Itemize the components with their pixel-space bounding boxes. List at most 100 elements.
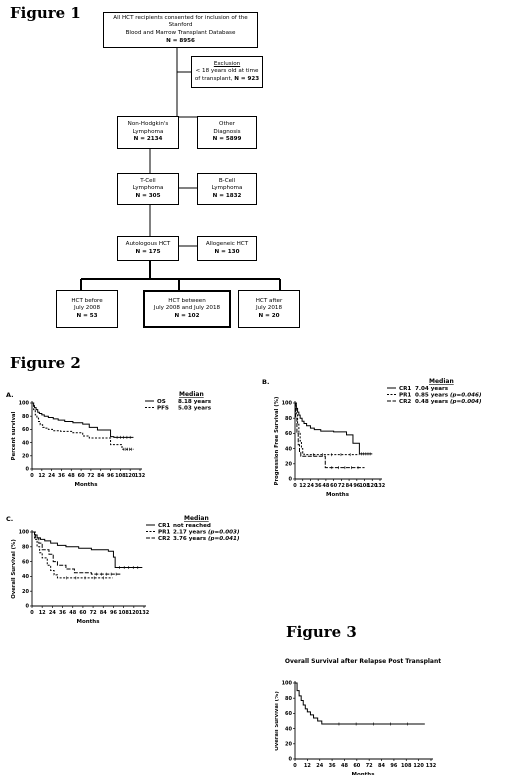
- hct-before-line1: HCT before: [71, 297, 103, 304]
- legend-median-text: 5.03 years: [178, 406, 212, 412]
- legend-series-name: CR1: [399, 386, 411, 392]
- hct-after-count: N = 20: [258, 312, 280, 319]
- t-cell-count: N = 305: [135, 192, 161, 199]
- x-tick-label: 48: [322, 483, 329, 489]
- x-tick-label: 60: [353, 763, 360, 769]
- chart-title: Overall Survival after Relapse Post Tran…: [285, 658, 441, 665]
- y-tick-label: 0: [289, 757, 293, 763]
- autologous-count: N = 175: [135, 248, 161, 255]
- x-tick-label: 12: [38, 473, 45, 479]
- legend-title: Median: [179, 391, 204, 398]
- legend-title: Median: [429, 378, 454, 385]
- x-tick-label: 12: [304, 763, 311, 769]
- hct-after-line2: July 2018: [255, 305, 283, 312]
- legend-title: Median: [184, 515, 209, 522]
- other-line2: Diagnosis: [213, 128, 241, 135]
- chart-relapse-os: Overall Survival after Relapse Post Tran…: [275, 658, 441, 775]
- hct-between-line2: July 2008 and July 2018: [153, 305, 221, 312]
- series-line-cr2: [32, 531, 122, 575]
- exclusion-count: N = 923: [234, 75, 260, 82]
- all-recipients-line2: Blood and Marrow Transplant Database: [125, 30, 236, 36]
- legend-median-text: not reached: [173, 523, 211, 529]
- t-cell-line2: Lymphoma: [132, 185, 164, 192]
- x-tick-label: 84: [100, 610, 107, 616]
- hct-before-count: N = 53: [76, 312, 98, 319]
- x-tick-label: 132: [135, 473, 146, 479]
- series-line-os: [32, 402, 134, 438]
- legend-p-value: (p=0.046): [450, 393, 482, 399]
- legend-series-name: CR1: [158, 523, 170, 529]
- x-tick-label: 0: [293, 483, 297, 489]
- legend-median-value: 5.03 years: [178, 406, 212, 412]
- x-tick-label: 12: [299, 483, 306, 489]
- x-tick-label: 0: [30, 610, 34, 616]
- t-cell-box: T-Cell Lymphoma N = 305: [117, 173, 179, 205]
- x-tick-label: 36: [315, 483, 322, 489]
- legend-series-name: PR1: [399, 393, 411, 399]
- y-axis-label: Percent survival: [11, 412, 17, 461]
- hct-before-box: HCT before July 2008 N = 53: [56, 290, 118, 328]
- legend-series-name: OS: [157, 399, 166, 405]
- x-tick-label: 96: [390, 763, 397, 769]
- x-tick-label: 108: [115, 473, 126, 479]
- y-tick-label: 20: [285, 462, 292, 468]
- exclusion-line2: of transplant,: [194, 75, 235, 82]
- nhl-line1: Non-Hodgkin's: [127, 121, 169, 128]
- x-tick-label: 60: [78, 473, 85, 479]
- nhl-line2: Lymphoma: [132, 128, 164, 135]
- x-tick-label: 96: [107, 473, 114, 479]
- y-tick-label: 80: [22, 414, 29, 420]
- legend-series-name: CR2: [158, 536, 170, 542]
- y-tick-label: 100: [282, 401, 293, 407]
- all-recipients-box: All HCT recipients consented for inclusi…: [103, 12, 258, 48]
- series-line-cr2: [295, 402, 365, 469]
- y-tick-label: 20: [285, 742, 292, 748]
- b-cell-count: N = 1832: [212, 192, 242, 199]
- figure-2-heading: Figure 2: [10, 354, 81, 372]
- x-tick-label: 84: [346, 483, 353, 489]
- panel-label: B.: [262, 378, 269, 386]
- y-axis-label: Progression Free Survival (%): [274, 397, 280, 486]
- x-tick-label: 108: [401, 763, 412, 769]
- x-tick-label: 132: [139, 610, 150, 616]
- series-line-pfs: [32, 402, 134, 450]
- x-tick-label: 120: [125, 473, 136, 479]
- x-tick-label: 96: [353, 483, 360, 489]
- other-diagnosis-box: Other Diagnosis N = 5899: [197, 116, 257, 149]
- y-tick-label: 60: [285, 431, 292, 437]
- x-tick-label: 132: [375, 483, 386, 489]
- allogeneic-count: N = 130: [214, 248, 240, 255]
- legend-median-value: 7.04 years: [415, 386, 449, 392]
- hct-between-box: HCT between July 2008 and July 2018 N = …: [143, 290, 231, 328]
- y-tick-label: 100: [19, 401, 30, 407]
- y-tick-label: 100: [19, 530, 30, 536]
- panel-label: A.: [6, 391, 14, 399]
- series-line-survival: [295, 682, 425, 725]
- allogeneic-box: Allogeneic HCT N = 130: [197, 236, 257, 261]
- x-tick-label: 84: [378, 763, 385, 769]
- figure-1-heading: Figure 1: [10, 4, 81, 22]
- y-axis-label: Overall Survival (%): [11, 539, 17, 599]
- y-tick-label: 100: [282, 681, 293, 687]
- x-tick-label: 36: [58, 473, 65, 479]
- legend-median-value: 2.17 years (p=0.003): [173, 530, 240, 536]
- x-tick-label: 132: [426, 763, 437, 769]
- y-tick-label: 60: [22, 427, 29, 433]
- t-cell-line1: T-Cell: [140, 177, 156, 184]
- x-tick-label: 36: [59, 610, 66, 616]
- y-tick-label: 0: [26, 604, 30, 610]
- exclusion-line1: < 18 years old at time: [195, 68, 259, 75]
- series-line-cr1: [295, 402, 373, 455]
- legend-p-value: (p=0.004): [450, 399, 482, 405]
- hct-after-line1: HCT after: [255, 297, 283, 304]
- legend-median-value: 0.48 years (p=0.004): [415, 399, 482, 405]
- x-axis-label: Months: [75, 482, 99, 488]
- y-axis-label: Overall Survival (%): [275, 691, 280, 751]
- x-axis-label: Months: [352, 772, 376, 775]
- legend-series-name: CR2: [399, 399, 411, 405]
- b-cell-line1: B-Cell: [218, 177, 236, 184]
- legend-series-name: PFS: [157, 406, 169, 412]
